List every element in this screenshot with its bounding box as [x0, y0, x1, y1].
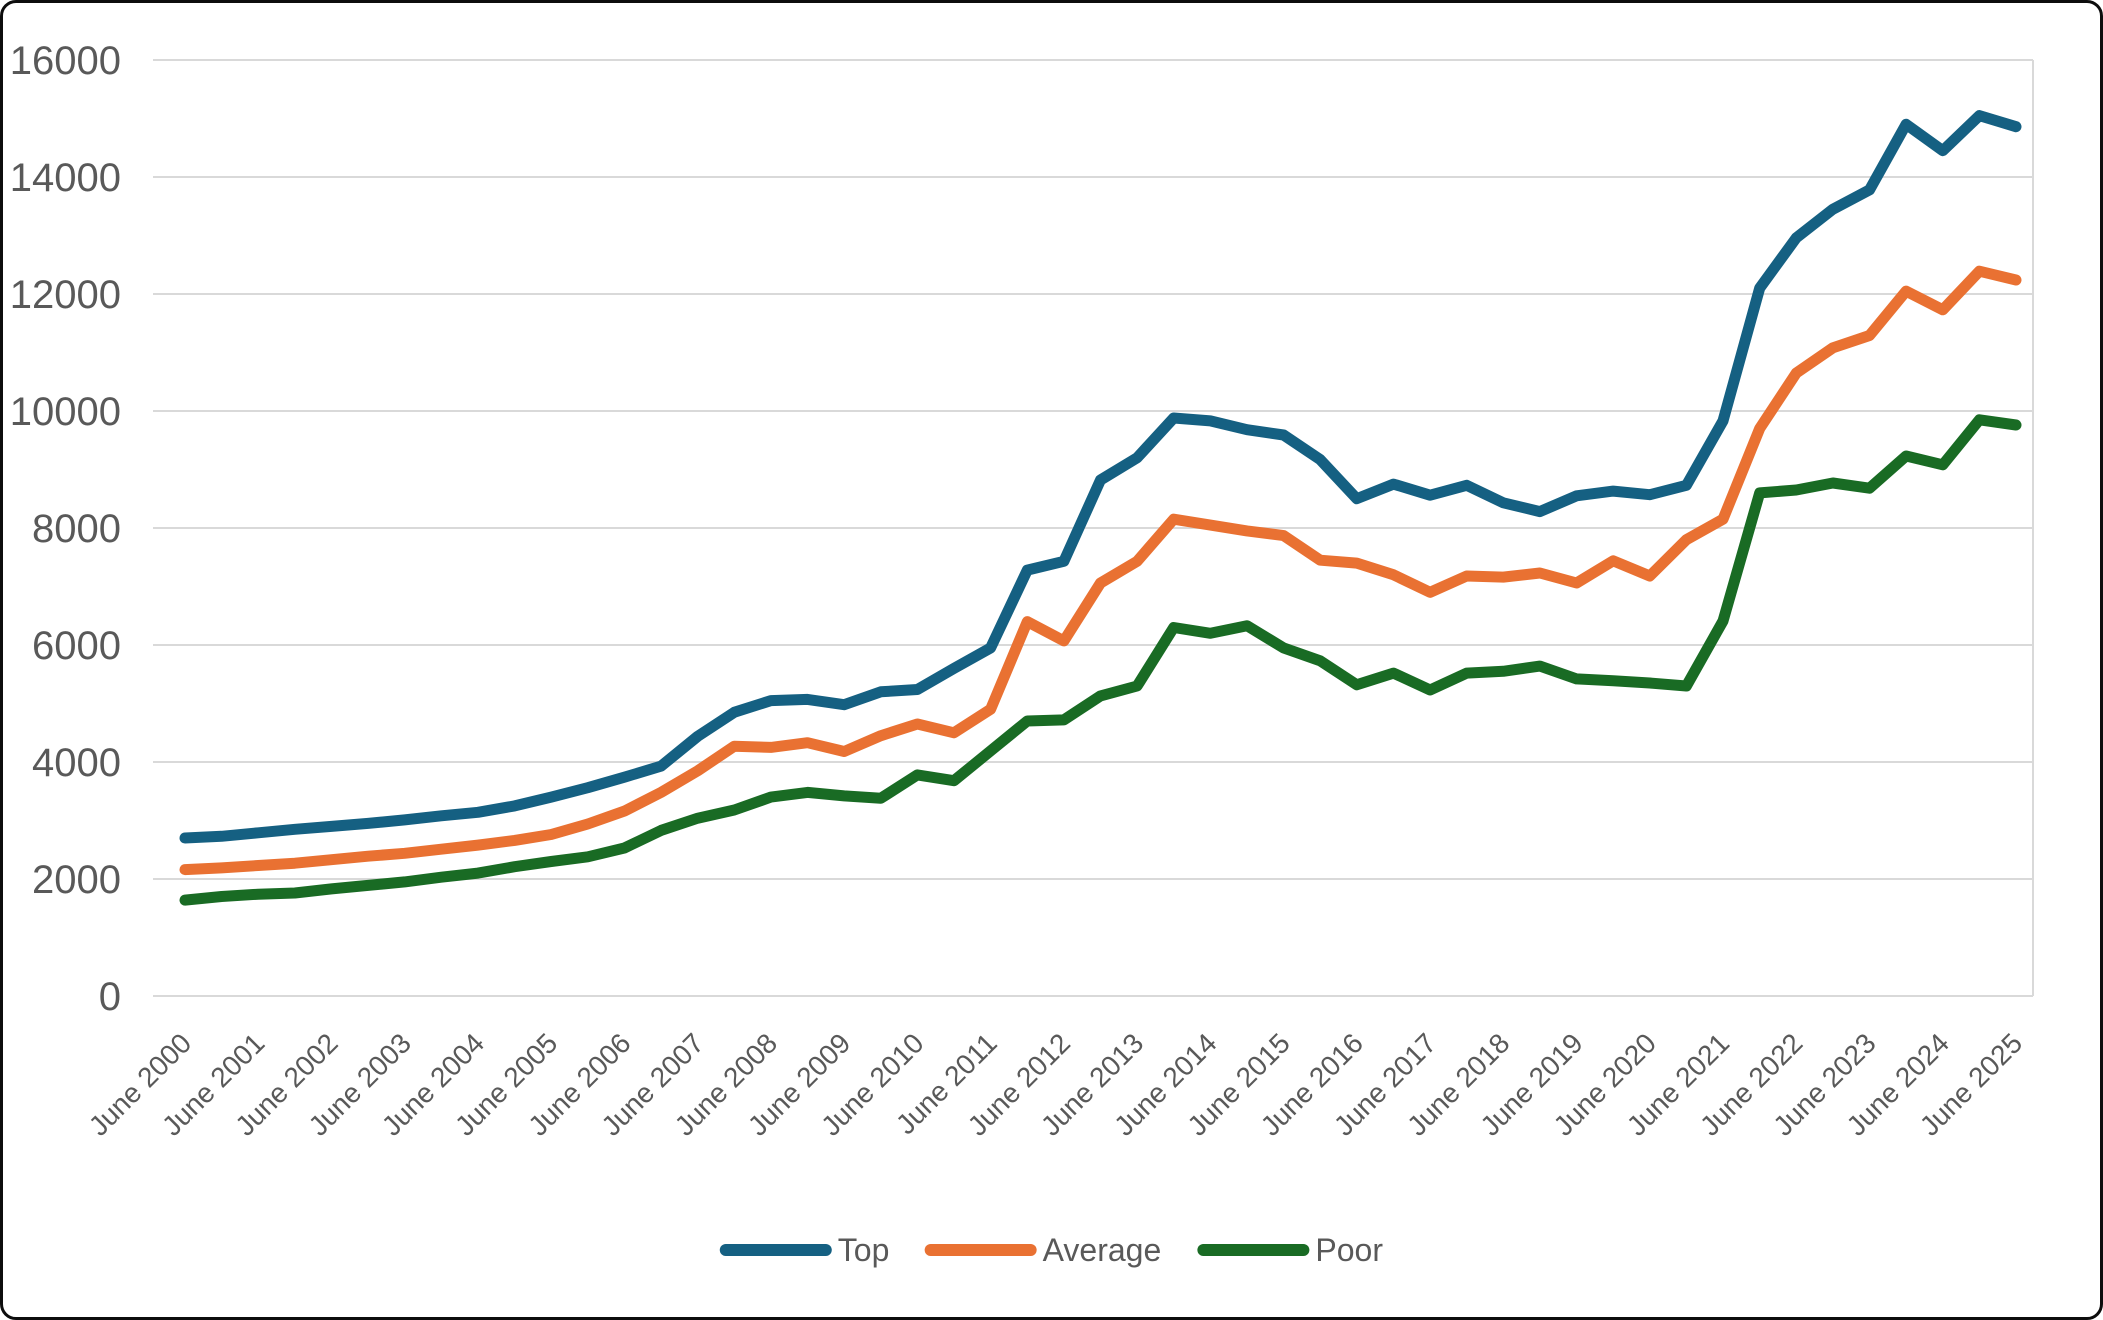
y-axis-label: 10000 [10, 390, 121, 434]
legend-label: Top [838, 1232, 890, 1268]
legend-label: Poor [1315, 1232, 1383, 1268]
legend-item-poor[interactable]: Poor [1197, 1232, 1383, 1268]
series-lines [179, 110, 2022, 906]
y-axis-label: 16000 [10, 39, 121, 83]
series-line-top [179, 110, 2022, 844]
y-axis-label: 0 [99, 975, 121, 1019]
legend-item-average[interactable]: Average [924, 1232, 1162, 1268]
line-chart: 0 2000 4000 6000 8000 10000 12000 14000 16000 Ju… [10, 39, 2034, 1268]
y-axis-labels: 0 2000 4000 6000 8000 10000 12000 14000 16000 [10, 39, 121, 1019]
legend-item-top[interactable]: Top [719, 1232, 890, 1268]
legend-label: Average [1043, 1232, 1162, 1268]
y-axis-label: 14000 [10, 156, 121, 200]
series-line-poor [179, 414, 2022, 906]
y-axis-label: 4000 [32, 741, 121, 785]
y-axis-label: 12000 [10, 273, 121, 317]
y-axis-label: 8000 [32, 507, 121, 551]
series-line-average [179, 265, 2022, 876]
legend: Top Average Poor [719, 1232, 1383, 1268]
y-axis-label: 6000 [32, 624, 121, 668]
y-axis-label: 2000 [32, 858, 121, 902]
